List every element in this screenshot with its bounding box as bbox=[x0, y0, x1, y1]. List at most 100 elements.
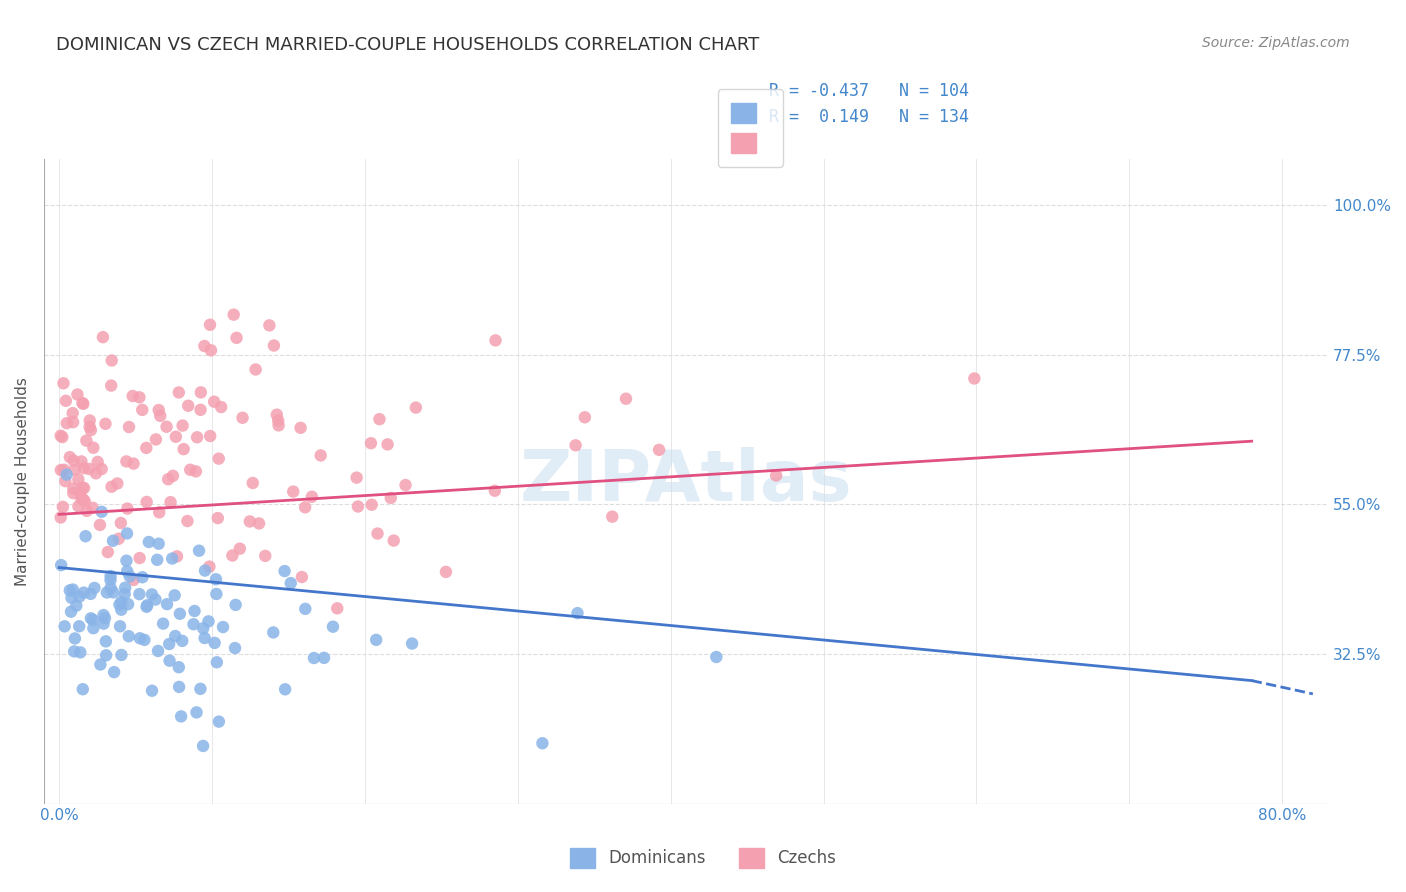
Point bbox=[94, 611, 117, 625]
Point bbox=[69, 645, 91, 659]
Point bbox=[62, 415, 84, 429]
Point bbox=[79, 413, 101, 427]
Point bbox=[110, 516, 132, 530]
Point bbox=[135, 441, 157, 455]
Point bbox=[148, 505, 170, 519]
Point bbox=[107, 532, 129, 546]
Point bbox=[221, 549, 243, 563]
Point bbox=[177, 399, 200, 413]
Point bbox=[93, 616, 115, 631]
Point bbox=[82, 441, 104, 455]
Point bbox=[115, 554, 138, 568]
Point bbox=[166, 549, 188, 564]
Point bbox=[183, 604, 205, 618]
Point bbox=[198, 429, 221, 443]
Point bbox=[484, 334, 506, 348]
Point bbox=[141, 683, 163, 698]
Point bbox=[531, 736, 554, 750]
Point bbox=[229, 541, 252, 556]
Point bbox=[291, 570, 314, 584]
Point bbox=[191, 739, 214, 753]
Point bbox=[141, 587, 163, 601]
Point bbox=[128, 632, 150, 646]
Point bbox=[93, 608, 115, 623]
Point bbox=[212, 620, 235, 634]
Point bbox=[165, 629, 187, 643]
Point bbox=[194, 564, 217, 578]
Point bbox=[377, 437, 399, 451]
Point bbox=[205, 655, 228, 669]
Point bbox=[118, 629, 141, 643]
Point bbox=[405, 401, 427, 415]
Point bbox=[110, 603, 132, 617]
Point bbox=[122, 457, 145, 471]
Point bbox=[72, 481, 94, 495]
Point bbox=[259, 318, 281, 333]
Point bbox=[190, 402, 212, 417]
Point bbox=[89, 657, 111, 672]
Point bbox=[186, 430, 208, 444]
Point bbox=[179, 463, 201, 477]
Point bbox=[360, 498, 382, 512]
Point bbox=[963, 371, 986, 385]
Point bbox=[67, 473, 90, 487]
Text: DOMINICAN VS CZECH MARRIED-COUPLE HOUSEHOLDS CORRELATION CHART: DOMINICAN VS CZECH MARRIED-COUPLE HOUSEH… bbox=[56, 36, 759, 54]
Point bbox=[309, 449, 332, 463]
Point bbox=[79, 420, 101, 434]
Point bbox=[84, 467, 107, 481]
Point bbox=[382, 533, 405, 548]
Point bbox=[193, 621, 215, 635]
Point bbox=[188, 543, 211, 558]
Point bbox=[368, 412, 391, 426]
Point bbox=[173, 442, 195, 457]
Point bbox=[73, 585, 96, 599]
Text: R = -0.437   N = 104: R = -0.437 N = 104 bbox=[769, 82, 970, 100]
Point bbox=[51, 558, 73, 573]
Point bbox=[302, 651, 325, 665]
Point bbox=[209, 400, 232, 414]
Point bbox=[79, 587, 101, 601]
Point bbox=[280, 576, 302, 591]
Point bbox=[274, 682, 297, 697]
Point bbox=[52, 376, 75, 391]
Point bbox=[59, 583, 82, 598]
Point bbox=[55, 393, 77, 408]
Point bbox=[245, 362, 267, 376]
Point bbox=[53, 463, 76, 477]
Point bbox=[366, 632, 388, 647]
Point bbox=[72, 397, 94, 411]
Point bbox=[294, 602, 316, 616]
Point bbox=[66, 387, 89, 401]
Point bbox=[208, 451, 231, 466]
Point bbox=[117, 501, 139, 516]
Point bbox=[72, 682, 94, 697]
Point bbox=[146, 644, 169, 658]
Point bbox=[267, 414, 290, 428]
Point bbox=[73, 481, 96, 495]
Point bbox=[145, 592, 167, 607]
Point bbox=[62, 406, 84, 420]
Point bbox=[128, 587, 150, 601]
Point bbox=[96, 585, 118, 599]
Point bbox=[222, 308, 245, 322]
Point bbox=[94, 417, 117, 431]
Point bbox=[114, 581, 136, 595]
Point bbox=[198, 559, 221, 574]
Point bbox=[70, 491, 93, 506]
Point bbox=[190, 385, 212, 400]
Point bbox=[100, 573, 122, 587]
Point bbox=[90, 462, 112, 476]
Point bbox=[273, 564, 295, 578]
Point bbox=[62, 582, 84, 597]
Point bbox=[77, 462, 100, 476]
Point bbox=[262, 625, 284, 640]
Point bbox=[49, 463, 72, 477]
Point bbox=[53, 619, 76, 633]
Point bbox=[148, 403, 170, 417]
Point bbox=[152, 616, 174, 631]
Point bbox=[114, 587, 136, 601]
Point bbox=[90, 505, 112, 519]
Point bbox=[134, 632, 156, 647]
Point bbox=[205, 587, 228, 601]
Point bbox=[105, 476, 128, 491]
